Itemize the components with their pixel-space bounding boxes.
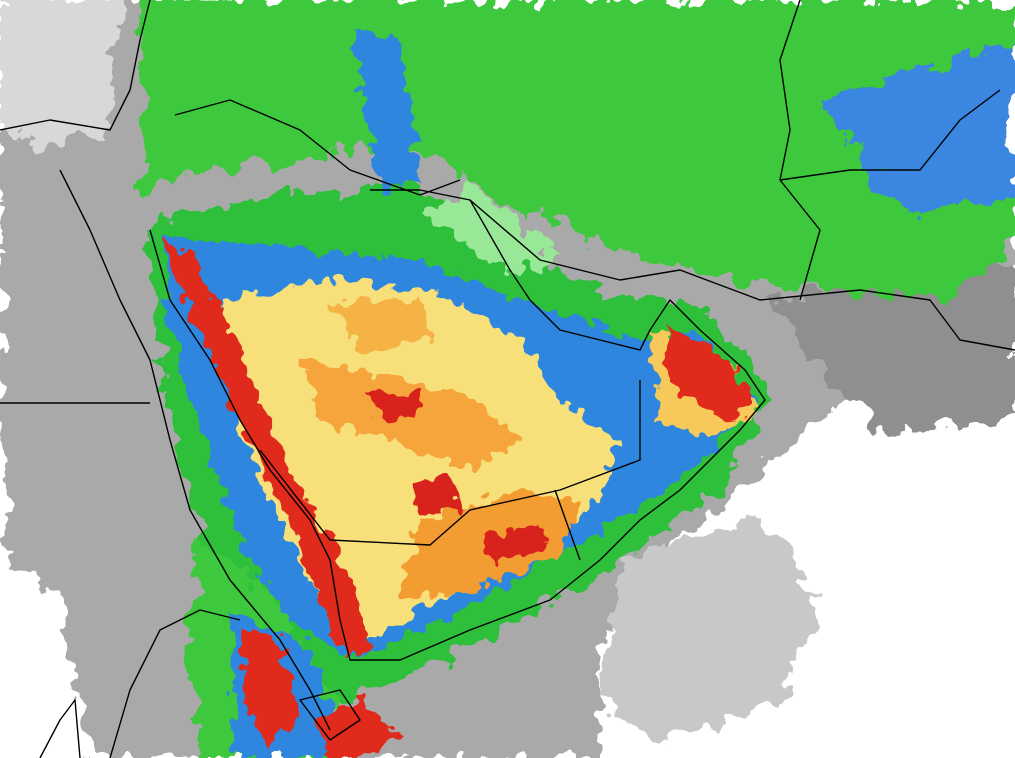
border-line	[174, 99, 461, 196]
coastline	[0, 0, 151, 131]
orange-area	[330, 300, 430, 350]
gray-area	[760, 260, 1015, 430]
border-line	[259, 380, 641, 546]
red-area	[665, 325, 755, 420]
red-area	[410, 475, 460, 515]
coastline	[59, 169, 331, 731]
border-line	[299, 689, 361, 741]
blue-area	[350, 30, 420, 190]
coastline	[469, 199, 1015, 351]
red-area	[480, 520, 545, 565]
border-line	[109, 609, 241, 758]
red-area	[320, 700, 400, 758]
light-green-area	[430, 180, 560, 280]
border-line	[554, 489, 581, 561]
light-gray-area	[600, 520, 820, 740]
light-gray-area	[0, 0, 120, 150]
border-line	[779, 0, 821, 301]
red-area	[160, 240, 370, 660]
red-area	[240, 630, 300, 750]
blue-area	[820, 40, 1015, 210]
red-area	[370, 390, 420, 420]
coastline	[149, 189, 766, 661]
border-line	[779, 89, 1001, 181]
red-layer	[160, 240, 755, 758]
border-line	[39, 699, 81, 758]
